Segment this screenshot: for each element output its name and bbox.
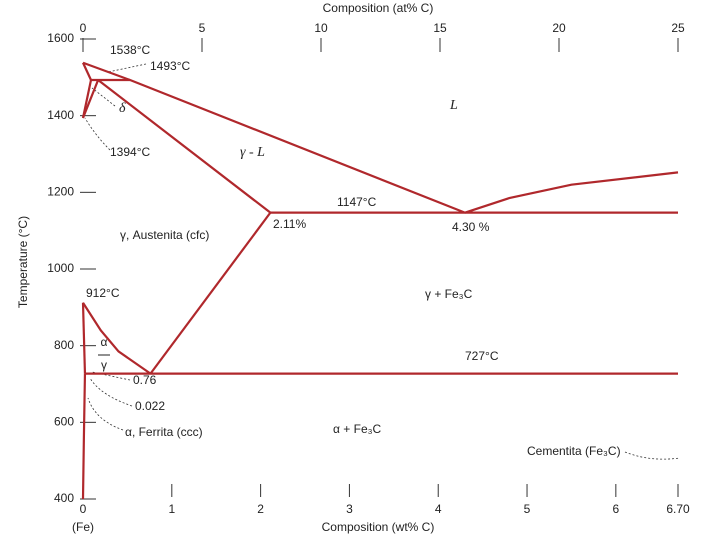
- x-tick-label: 1: [168, 502, 175, 516]
- annotation: γ + Fe₃C: [425, 287, 473, 301]
- top-tick-label: 5: [199, 21, 206, 35]
- phase-boundary: [464, 171, 679, 214]
- annotation: 2.11%: [273, 217, 306, 231]
- leader: [624, 451, 681, 460]
- annotation: α: [101, 335, 108, 349]
- x-tick-label: 3: [346, 502, 353, 516]
- y-tick-label: 1200: [47, 185, 74, 199]
- annotation: α, Ferrita (ccc): [125, 425, 203, 439]
- annotation: γ - L: [240, 145, 265, 160]
- annotation: γ: [101, 358, 107, 372]
- phase-boundary: [81, 79, 100, 119]
- annotation: L: [449, 98, 458, 113]
- leader: [91, 87, 116, 107]
- annotation: 1538°C: [110, 43, 150, 57]
- top-tick-label: 15: [433, 21, 447, 35]
- annotation: 1394°C: [110, 145, 150, 159]
- top-tick-label: 20: [552, 21, 566, 35]
- y-tick-label: 800: [54, 338, 74, 352]
- x-tick-label: 2: [257, 502, 264, 516]
- top-tick-label: 10: [314, 21, 328, 35]
- annotation: Cementita (Fe₃C): [527, 444, 621, 458]
- y-axis-title: Temperature (°C): [16, 216, 30, 308]
- annotation: 1493°C: [150, 59, 190, 73]
- y-tick-label: 1400: [47, 108, 74, 122]
- leader: [89, 377, 133, 407]
- phase-boundary: [81, 302, 87, 374]
- x-tick-label: 4: [435, 502, 442, 516]
- phase-boundary: [82, 61, 466, 214]
- annotation: 0.76: [133, 373, 157, 387]
- leader: [87, 397, 124, 431]
- annotation: γ, Austenita (cfc): [120, 228, 209, 242]
- leader: [107, 63, 147, 73]
- y-tick-label: 600: [54, 415, 74, 429]
- top-tick-label: 0: [80, 21, 87, 35]
- phase-boundary: [82, 302, 152, 375]
- phase-boundary: [82, 62, 92, 81]
- phase-boundary: [149, 211, 272, 375]
- annotation: α + Fe₃C: [333, 422, 382, 436]
- x-tick-label: 6.70: [666, 502, 690, 516]
- phase-boundary: [81, 79, 93, 119]
- leader: [84, 117, 111, 151]
- y-tick-label: 1000: [47, 261, 74, 275]
- y-tick-label: 1600: [47, 31, 74, 45]
- annotation: 912°C: [86, 286, 120, 300]
- annotation: 1147°C: [337, 195, 377, 209]
- annotation: δ: [119, 101, 126, 116]
- annotation: (Fe): [72, 520, 94, 534]
- y-tick-label: 400: [54, 491, 74, 505]
- phase-boundary: [97, 79, 272, 214]
- x-tick-label: 5: [524, 502, 531, 516]
- annotation: 727°C: [465, 349, 499, 363]
- phase-boundary: [81, 373, 87, 500]
- x-tick-label: 0: [80, 502, 87, 516]
- annotation: 0.022: [135, 399, 165, 413]
- top-tick-label: 25: [671, 21, 685, 35]
- annotation: 4.30 %: [452, 220, 490, 234]
- x-axis-title: Composition (wt% C): [322, 520, 435, 534]
- x-tick-label: 6: [612, 502, 619, 516]
- top-axis-title: Composition (at% C): [323, 1, 434, 15]
